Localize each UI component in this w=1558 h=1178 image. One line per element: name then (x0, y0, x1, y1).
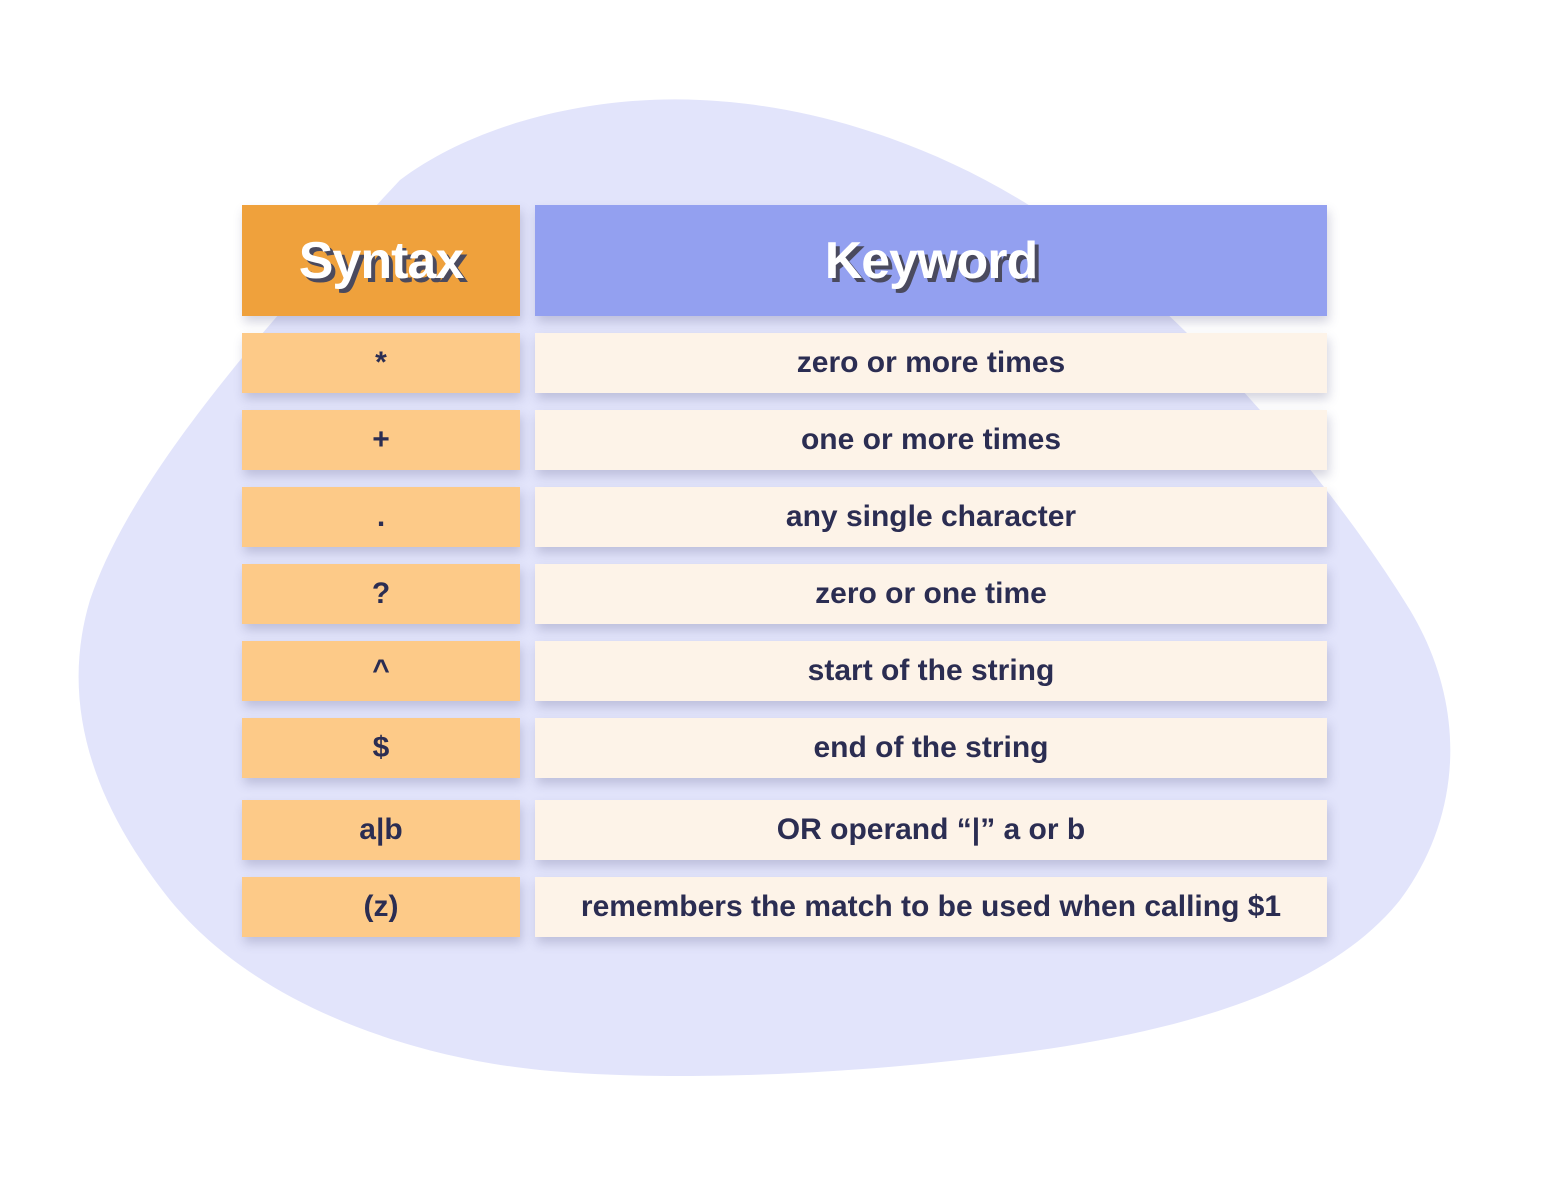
syntax-value: a|b (359, 813, 403, 846)
keyword-cell: any single character (535, 487, 1327, 547)
syntax-cell: . (242, 487, 520, 547)
keyword-cell: OR operand “|” a or b (535, 800, 1327, 860)
syntax-value: * (375, 346, 387, 379)
keyword-value: zero or one time (815, 577, 1047, 610)
syntax-cell: * (242, 333, 520, 393)
syntax-cell: + (242, 410, 520, 470)
syntax-header-label: Syntax (298, 231, 465, 290)
syntax-value: ? (371, 577, 391, 610)
keyword-header-label: Keyword (824, 231, 1039, 290)
syntax-cell: ? (242, 564, 520, 624)
syntax-cell: ^ (242, 641, 520, 701)
syntax-cell: a|b (242, 800, 520, 860)
keyword-header: Keyword (535, 205, 1327, 316)
syntax-value: (z) (363, 890, 399, 923)
keyword-value: remembers the match to be used when call… (580, 890, 1282, 923)
keyword-cell: zero or more times (535, 333, 1327, 393)
syntax-value: ^ (372, 654, 390, 687)
keyword-value: OR operand “|” a or b (776, 813, 1086, 846)
syntax-value: . (376, 500, 386, 533)
syntax-cell: (z) (242, 877, 520, 937)
keyword-value: one or more times (800, 423, 1062, 456)
keyword-value: start of the string (807, 654, 1055, 687)
keyword-cell: start of the string (535, 641, 1327, 701)
syntax-cell: $ (242, 718, 520, 778)
keyword-cell: one or more times (535, 410, 1327, 470)
syntax-value: + (372, 423, 390, 456)
keyword-cell: end of the string (535, 718, 1327, 778)
keyword-value: zero or more times (796, 346, 1066, 379)
keyword-cell: zero or one time (535, 564, 1327, 624)
keyword-value: end of the string (813, 731, 1049, 764)
syntax-header: Syntax (242, 205, 520, 316)
syntax-value: $ (372, 731, 390, 764)
keyword-value: any single character (785, 500, 1077, 533)
keyword-cell: remembers the match to be used when call… (535, 877, 1327, 937)
